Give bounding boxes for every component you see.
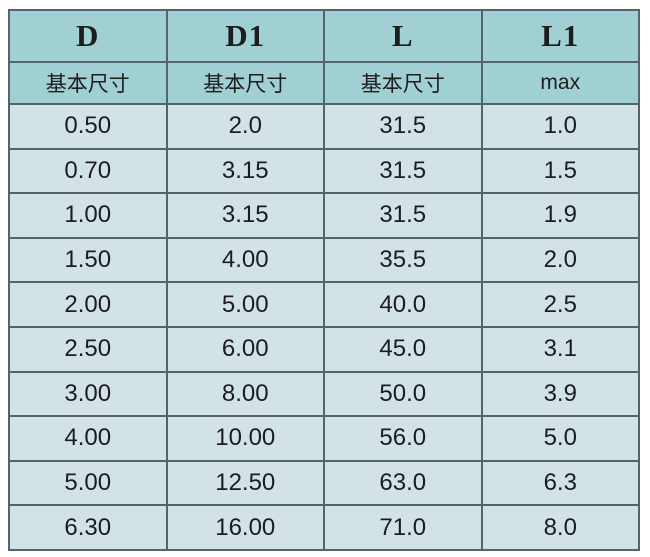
table-cell: 10.00 (165, 415, 325, 462)
table-cell: 71.0 (323, 504, 483, 551)
dimension-spec-table: D D1 L L1 基本尺寸 基本尺寸 基本尺寸 max 0.50 2.0 31.5… (8, 9, 640, 551)
table-cell: 5.00 (165, 281, 325, 328)
table-cell: 40.0 (323, 281, 483, 328)
table-cell: 56.0 (323, 415, 483, 462)
table-cell: 1.5 (480, 147, 640, 195)
table-cell: 45.0 (323, 325, 483, 373)
table-cell: 1.9 (480, 192, 640, 239)
table-body: 0.50 2.0 31.5 1.0 0.70 3.15 31.5 1.5 1.00 3.15 31.… (8, 103, 640, 551)
table-cell: 3.15 (165, 192, 325, 239)
table-cell: 3.00 (8, 370, 168, 418)
table-row: 0.50 2.0 31.5 1.0 (8, 103, 640, 150)
column-header-d1: D1 (165, 9, 325, 63)
table-cell: 6.30 (8, 504, 168, 551)
table-cell: 35.5 (323, 236, 483, 284)
table-cell: 3.1 (480, 325, 640, 373)
table-cell: 2.0 (480, 236, 640, 284)
table-cell: 4.00 (8, 415, 168, 462)
table-cell: 0.50 (8, 103, 168, 150)
table-cell: 12.50 (165, 459, 325, 507)
column-header-d: D (8, 9, 168, 63)
table-cell: 8.00 (165, 370, 325, 418)
subheader-d-basic-size: 基本尺寸 (8, 61, 168, 105)
table-cell: 3.9 (480, 370, 640, 418)
table-cell: 0.70 (8, 147, 168, 195)
column-header-l: L (323, 9, 483, 63)
table-cell: 2.50 (8, 325, 168, 373)
table-cell: 1.0 (480, 103, 640, 150)
table-cell: 16.00 (165, 504, 325, 551)
table-header: D D1 L L1 基本尺寸 基本尺寸 基本尺寸 max (8, 9, 640, 105)
table-row: 1.50 4.00 35.5 2.0 (8, 236, 640, 284)
table-cell: 5.00 (8, 459, 168, 507)
table-cell: 2.00 (8, 281, 168, 328)
table-cell: 50.0 (323, 370, 483, 418)
subheader-l1-max: max (480, 61, 640, 105)
subheader-l-basic-size: 基本尺寸 (323, 61, 483, 105)
table-row: 1.00 3.15 31.5 1.9 (8, 192, 640, 239)
table-cell: 4.00 (165, 236, 325, 284)
header-sub-row: 基本尺寸 基本尺寸 基本尺寸 max (8, 61, 640, 105)
table-cell: 1.50 (8, 236, 168, 284)
table-row: 3.00 8.00 50.0 3.9 (8, 370, 640, 418)
header-letter-row: D D1 L L1 (8, 9, 640, 63)
table-cell: 63.0 (323, 459, 483, 507)
table-cell: 6.3 (480, 459, 640, 507)
table-cell: 3.15 (165, 147, 325, 195)
table-cell: 31.5 (323, 103, 483, 150)
table-cell: 2.5 (480, 281, 640, 328)
table-row: 2.00 5.00 40.0 2.5 (8, 281, 640, 328)
table-row: 4.00 10.00 56.0 5.0 (8, 415, 640, 462)
column-header-l1: L1 (480, 9, 640, 63)
table-cell: 8.0 (480, 504, 640, 551)
table-row: 2.50 6.00 45.0 3.1 (8, 325, 640, 373)
table-cell: 2.0 (165, 103, 325, 150)
table-row: 5.00 12.50 63.0 6.3 (8, 459, 640, 507)
table-cell: 31.5 (323, 192, 483, 239)
table-row: 0.70 3.15 31.5 1.5 (8, 147, 640, 195)
table-row: 6.30 16.00 71.0 8.0 (8, 504, 640, 551)
subheader-d1-basic-size: 基本尺寸 (165, 61, 325, 105)
table-cell: 5.0 (480, 415, 640, 462)
table-cell: 6.00 (165, 325, 325, 373)
table-cell: 1.00 (8, 192, 168, 239)
table-cell: 31.5 (323, 147, 483, 195)
